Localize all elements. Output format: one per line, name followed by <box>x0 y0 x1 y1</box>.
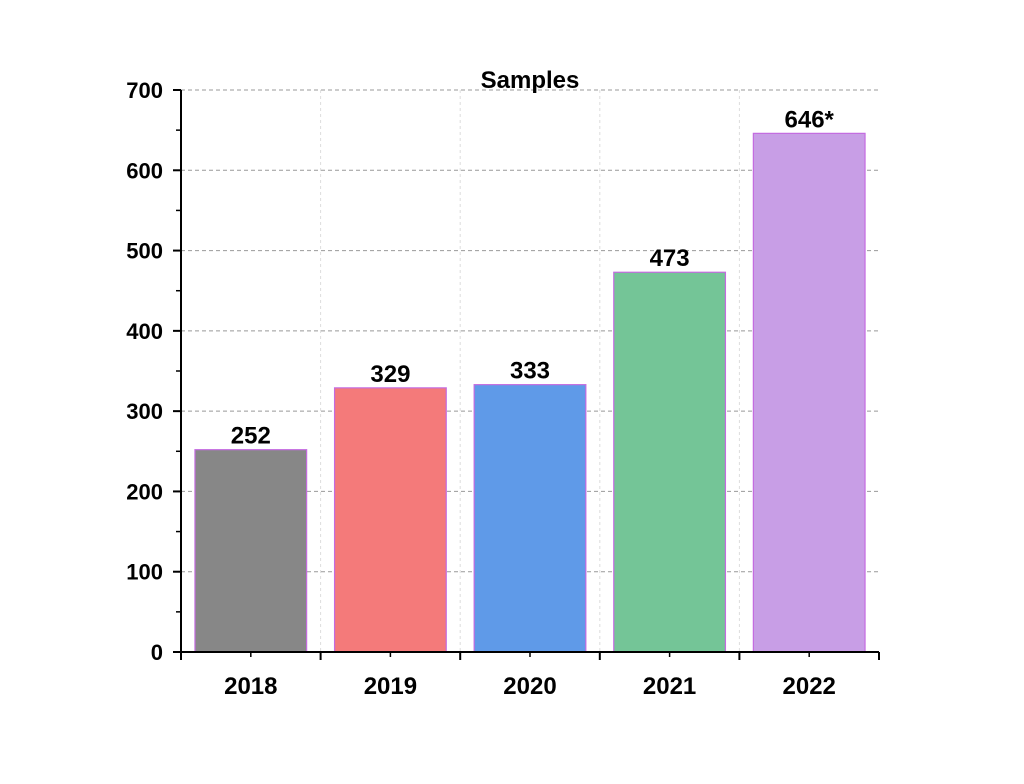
y-tick-label: 500 <box>126 239 163 264</box>
data-label: 252 <box>231 423 271 450</box>
data-label: 473 <box>650 245 690 272</box>
data-label: 333 <box>510 358 550 385</box>
chart-title: Samples <box>481 67 580 94</box>
axes <box>173 89 880 660</box>
data-label: 329 <box>370 361 410 388</box>
bars <box>194 132 866 653</box>
bar-2018 <box>194 449 308 653</box>
y-tick-label: 600 <box>126 158 163 183</box>
labels: 0 100 200 300 400 500 600 700 2018 252 2019 329 2020… <box>126 78 836 700</box>
y-tick-label: 700 <box>126 78 163 103</box>
y-tick-label: 0 <box>151 640 163 665</box>
x-tick-label: 2022 <box>783 673 836 700</box>
y-tick-label: 100 <box>126 560 163 585</box>
y-tick-label: 200 <box>126 479 163 504</box>
bar-2019 <box>333 387 447 653</box>
bar-2022 <box>752 132 866 653</box>
y-tick-label: 300 <box>126 399 163 424</box>
bar-2020 <box>473 384 587 653</box>
x-tick-label: 2020 <box>503 673 556 700</box>
x-tick-label: 2019 <box>364 673 417 700</box>
bar-2021 <box>613 271 727 653</box>
data-label: 646* <box>785 106 835 133</box>
x-tick-label: 2021 <box>643 673 696 700</box>
y-tick-label: 400 <box>126 319 163 344</box>
x-tick-label: 2018 <box>224 673 277 700</box>
